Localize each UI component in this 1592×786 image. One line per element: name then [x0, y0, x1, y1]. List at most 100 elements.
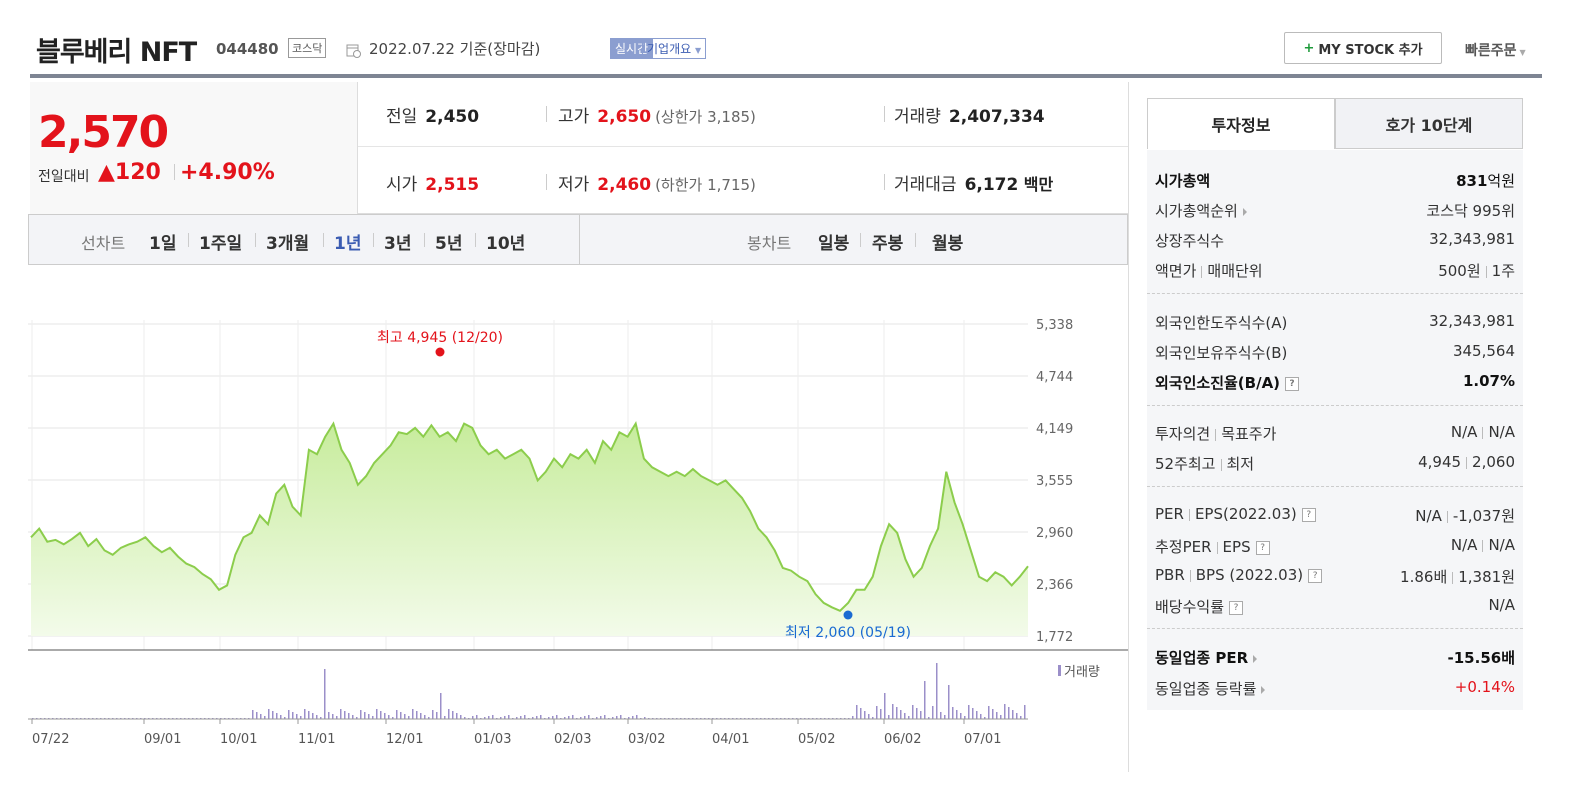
foreign-limit-label: 외국인한도주식수(A) [1155, 314, 1288, 332]
min-annotation: 최저 2,060 (05/19) [785, 625, 911, 641]
est-per-labels: 추정PER EPS? [1155, 536, 1270, 557]
volume-bar [616, 716, 618, 719]
volume-bar [868, 714, 870, 719]
caret-right-icon [1253, 654, 1258, 663]
volume-bar [572, 715, 574, 719]
candle-daily[interactable]: 일봉 [818, 234, 850, 254]
x-tick-label: 01/03 [474, 732, 511, 747]
volume-bar [644, 717, 646, 719]
pbr-label: PBR [1155, 566, 1185, 584]
divider [1482, 426, 1484, 439]
market-cap-value: 831억원 [1456, 170, 1515, 191]
period-10y[interactable]: 10년 [486, 234, 526, 254]
volume-bar [604, 715, 606, 719]
volume-bars [32, 663, 1026, 719]
tab-invest-info[interactable]: 투자정보 [1147, 98, 1335, 149]
volume-bar [600, 716, 602, 719]
volume-bar [1012, 710, 1014, 719]
dividend-text: 배당수익률 [1155, 598, 1225, 616]
pbr-values: 1.86배 1,381원 [1400, 566, 1515, 587]
help-icon[interactable]: ? [1255, 540, 1270, 555]
info-tabs: 투자정보 호가 10단계 [1147, 98, 1523, 149]
eps-label: EPS(2022.03) [1194, 505, 1297, 523]
volume-bar [276, 713, 278, 719]
est-eps-label: EPS [1222, 538, 1251, 556]
calendar-icon [346, 44, 361, 58]
line-chart-label: 선차트 [81, 234, 126, 253]
help-icon[interactable]: ? [1285, 376, 1300, 391]
industry-per-text: 동일업종 PER [1155, 649, 1249, 667]
x-tick-label: 03/02 [628, 732, 665, 747]
help-icon[interactable]: ? [1308, 568, 1323, 583]
company-overview-button[interactable]: 기업개요 ▼ [642, 38, 707, 59]
tab-hoga-10[interactable]: 호가 10단계 [1335, 98, 1523, 149]
x-tick-label: 07/01 [964, 732, 1001, 747]
panel-divider [1128, 82, 1129, 772]
week52-values: 4,945 2,060 [1418, 453, 1515, 471]
face-value-labels: 액면가 매매단위 [1155, 260, 1263, 281]
volume-bar [984, 717, 986, 719]
prev-close-value: 2,450 [425, 107, 480, 127]
period-5y[interactable]: 5년 [435, 234, 463, 254]
listed-shares-value: 32,343,981 [1429, 230, 1515, 248]
volume-bar [916, 708, 918, 719]
volume-bar [516, 717, 518, 719]
add-mystock-button[interactable]: + MY STOCK 추가 [1284, 32, 1442, 64]
price-area [31, 423, 1028, 636]
volume-bar [596, 717, 598, 719]
market-badge: 코스닥 [288, 38, 327, 58]
opinion-labels: 투자의견 목표주가 [1155, 423, 1276, 444]
period-1d[interactable]: 1일 [149, 234, 177, 254]
period-3y[interactable]: 3년 [384, 234, 412, 254]
volume-bar [392, 717, 394, 719]
candle-monthly[interactable]: 월봉 [932, 234, 964, 254]
candle-weekly[interactable]: 주봉 [872, 234, 904, 254]
industry-per-label: 동일업종 PER [1155, 647, 1258, 668]
volume-bar [864, 711, 866, 719]
stock-header: 블루베리 NFT 044480 코스닥 2022.07.22 기준(장마감) 실… [30, 0, 1542, 78]
volume-bar [968, 705, 970, 719]
period-3m[interactable]: 3개월 [266, 234, 310, 254]
diff-value: ▲120 [98, 160, 161, 185]
period-1y[interactable]: 1년 [334, 234, 362, 254]
period-1w[interactable]: 1주일 [199, 234, 243, 254]
volume-bar [296, 714, 298, 719]
bps-value: 1,381원 [1458, 568, 1515, 586]
volume-bar [636, 715, 638, 719]
divider [1189, 569, 1191, 582]
volume-bar [360, 710, 362, 719]
x-axis-labels: 07/22 09/01 10/01 11/01 12/01 01/03 02/03 03/02… [31, 719, 1001, 747]
volume-bar [928, 717, 930, 719]
market-cap-label: 시가총액 [1155, 172, 1211, 190]
volume-bar [300, 716, 302, 719]
volume-bar [400, 712, 402, 719]
plus-icon: + [1303, 40, 1315, 56]
est-per-label: 추정PER [1155, 538, 1212, 556]
chevron-down-icon: ▼ [695, 46, 702, 55]
help-icon[interactable]: ? [1229, 600, 1244, 615]
help-icon[interactable]: ? [1301, 507, 1316, 522]
volume-bar [580, 717, 582, 719]
week52-labels: 52주최고 최저 [1155, 453, 1254, 474]
per-value: N/A [1415, 507, 1442, 525]
volume-bar [972, 708, 974, 719]
volume-legend-swatch [1058, 665, 1061, 676]
opinion-values: N/A N/A [1451, 423, 1515, 441]
diff-label: 전일대비 [38, 169, 90, 185]
price-chart[interactable]: 5,338 4,744 4,149 3,555 2,960 2,366 1,772 최고 4… [28, 290, 1128, 760]
volume-bar [348, 713, 350, 719]
upper-limit: (상한가 3,185) [655, 108, 756, 126]
x-tick-label: 11/01 [298, 732, 335, 747]
divider [1147, 486, 1523, 487]
volume-bar [312, 713, 314, 719]
volume-bar [332, 714, 334, 719]
volume-bar [264, 716, 266, 719]
quick-order-button[interactable]: 빠른주문 ▼ [1465, 40, 1526, 60]
basis-date: 2022.07.22 기준(장마감) [369, 40, 541, 58]
volume-bar [536, 716, 538, 719]
volume-bar [860, 708, 862, 719]
per-labels: PER EPS(2022.03)? [1155, 505, 1316, 523]
per-label: PER [1155, 505, 1184, 523]
face-value-label: 액면가 [1155, 262, 1197, 280]
volume-bar [384, 713, 386, 719]
